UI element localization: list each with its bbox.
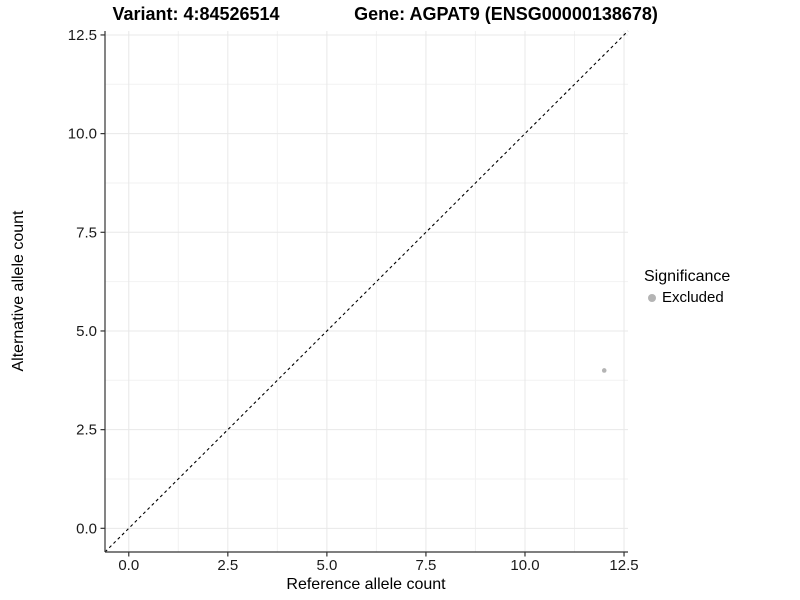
y-tick-label: 12.5 [68,27,97,44]
x-axis-label: Reference allele count [286,576,446,593]
y-axis-label: Alternative allele count [10,210,27,372]
plot-title-gene: Gene: AGPAT9 (ENSG00000138678) [354,4,658,24]
legend-key-dot-icon [648,293,656,302]
legend: Significance Excluded [644,268,730,306]
y-tick-label: 10.0 [68,126,97,143]
x-tick-label: 12.5 [609,557,638,574]
y-tick-label: 5.0 [76,323,97,340]
plot-panel [105,31,628,552]
y-tick-label: 0.0 [76,520,97,537]
legend-item-excluded: Excluded [644,289,730,306]
x-tick-label: 5.0 [316,557,337,574]
y-tick-label: 7.5 [76,224,97,241]
x-tick-label: 2.5 [217,557,238,574]
legend-title: Significance [644,268,731,285]
y-tick-label: 2.5 [76,422,97,439]
x-tick-label: 7.5 [416,557,437,574]
data-point [601,368,607,373]
legend-item-label: Excluded [662,289,724,306]
x-tick-label: 0.0 [118,557,139,574]
x-tick-label: 10.0 [510,557,539,574]
plot-title-variant: Variant: 4:84526514 [112,4,280,24]
